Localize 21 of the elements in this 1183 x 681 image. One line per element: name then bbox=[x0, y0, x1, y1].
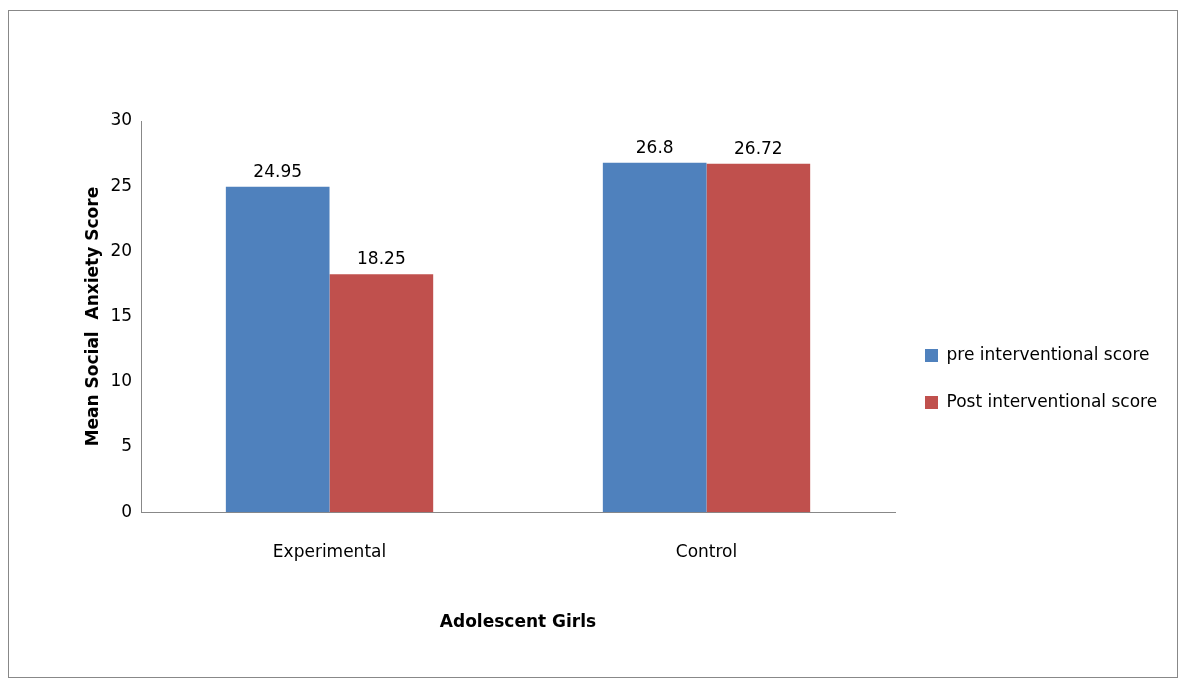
y-tick-label: 20 bbox=[110, 239, 133, 260]
data-label: 18.25 bbox=[357, 248, 406, 269]
data-label: 26.72 bbox=[734, 137, 783, 158]
y-tick-label: 30 bbox=[110, 109, 133, 130]
y-tick-label: 15 bbox=[110, 305, 133, 326]
data-label: 24.95 bbox=[253, 160, 303, 181]
bar bbox=[329, 274, 434, 513]
x-axis-title: Adolescent Girls bbox=[439, 611, 597, 632]
legend-label: pre interventional score bbox=[946, 343, 1150, 364]
y-tick-label: 25 bbox=[110, 174, 133, 195]
data-label: 26.8 bbox=[635, 136, 674, 157]
y-tick-label: 5 bbox=[121, 435, 133, 456]
bar bbox=[706, 163, 811, 513]
x-tick-label: Experimental bbox=[272, 540, 387, 561]
y-axis-title: Mean Social Anxiety Score bbox=[81, 186, 102, 447]
bar bbox=[602, 162, 707, 513]
y-tick-label: 0 bbox=[121, 500, 133, 521]
x-tick-label: Control bbox=[675, 540, 738, 561]
y-tick-label: 10 bbox=[110, 370, 133, 391]
bar bbox=[225, 186, 330, 513]
legend-label: Post interventional score bbox=[946, 390, 1158, 411]
